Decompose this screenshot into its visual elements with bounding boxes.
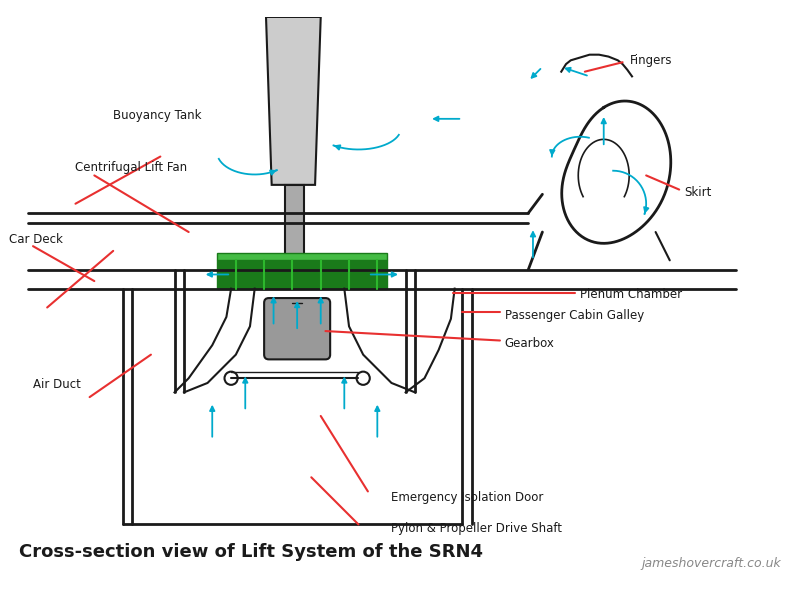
Text: Skirt: Skirt <box>684 186 711 199</box>
Text: Centrifugal Lift Fan: Centrifugal Lift Fan <box>75 161 187 173</box>
Text: Gearbox: Gearbox <box>505 337 554 350</box>
Text: Fingers: Fingers <box>630 54 673 67</box>
Text: Cross-section view of Lift System of the SRN4: Cross-section view of Lift System of the… <box>19 544 483 562</box>
Text: Car Deck: Car Deck <box>10 233 63 246</box>
Text: Passenger Cabin Galley: Passenger Cabin Galley <box>505 309 644 322</box>
Text: Pylon & Propeller Drive Shaft: Pylon & Propeller Drive Shaft <box>391 522 562 535</box>
Text: Plenum Chamber: Plenum Chamber <box>580 288 682 301</box>
Text: Buoyancy Tank: Buoyancy Tank <box>113 109 202 122</box>
Polygon shape <box>217 260 386 289</box>
FancyBboxPatch shape <box>264 298 330 359</box>
Polygon shape <box>285 185 304 289</box>
Text: jameshovercraft.co.uk: jameshovercraft.co.uk <box>642 557 782 570</box>
Text: Air Duct: Air Duct <box>33 378 81 390</box>
Polygon shape <box>217 253 386 260</box>
Text: Emergency Isolation Door: Emergency Isolation Door <box>391 491 544 504</box>
Polygon shape <box>266 17 321 185</box>
